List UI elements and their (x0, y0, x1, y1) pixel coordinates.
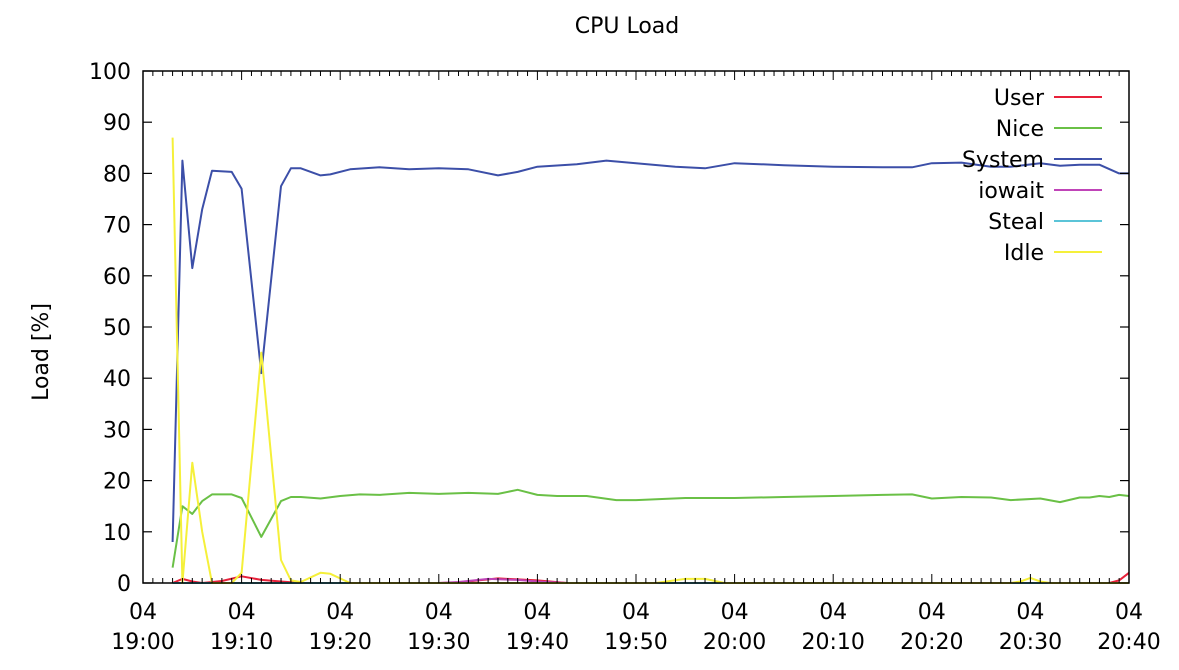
series-line-system (171, 159, 1129, 543)
axis-tick-labels: 0 10 20 30 40 50 60 70 80 90 100 04 19:00 04 19:10 04 19… (89, 60, 1161, 655)
y-tick-label: 20 (103, 470, 131, 495)
legend-label-steal: Steal (988, 210, 1044, 235)
x-tick-label-time: 20:30 (999, 630, 1062, 655)
series-line-idle (171, 137, 1129, 584)
x-tick-label-day: 04 (1016, 600, 1044, 625)
y-tick-label: 0 (117, 572, 131, 597)
legend-label-system: System (962, 148, 1044, 173)
legend-label-nice: Nice (996, 117, 1044, 142)
x-tick-label-day: 04 (1115, 600, 1143, 625)
x-tick-label-day: 04 (425, 600, 453, 625)
y-tick-label: 50 (103, 316, 131, 341)
x-tick-label-time: 19:00 (111, 630, 174, 655)
y-tick-label: 80 (103, 162, 131, 187)
axis-ticks (142, 70, 1130, 584)
x-tick-label-day: 04 (622, 600, 650, 625)
y-tick-label: 100 (89, 60, 131, 85)
series-line-nice (171, 488, 1130, 568)
y-tick-label: 40 (103, 367, 131, 392)
x-tick-label-day: 04 (326, 600, 354, 625)
x-tick-label-day: 04 (523, 600, 551, 625)
x-tick-label-time: 20:10 (801, 630, 864, 655)
x-tick-label-time: 20:20 (900, 630, 963, 655)
legend-label-idle: Idle (1004, 241, 1044, 266)
legend: User Nice System iowait Steal Idle (962, 86, 1102, 266)
y-tick-label: 70 (103, 214, 131, 239)
x-tick-label-day: 04 (819, 600, 847, 625)
x-tick-label-day: 04 (129, 600, 157, 625)
legend-label-user: User (994, 86, 1045, 111)
x-tick-label-time: 19:20 (308, 630, 371, 655)
x-tick-label-day: 04 (721, 600, 749, 625)
y-axis-label: Load [%] (29, 303, 54, 401)
y-tick-label: 10 (103, 521, 131, 546)
x-tick-label-time: 20:00 (703, 630, 766, 655)
chart-title: CPU Load (575, 14, 680, 39)
x-tick-label-time: 20:40 (1097, 630, 1160, 655)
x-tick-label-time: 19:10 (210, 630, 273, 655)
x-tick-label-time: 19:40 (506, 630, 569, 655)
y-tick-label: 60 (103, 265, 131, 290)
x-tick-label-time: 19:30 (407, 630, 470, 655)
x-tick-label-day: 04 (918, 600, 946, 625)
y-tick-label: 30 (103, 418, 131, 443)
x-tick-label-day: 04 (228, 600, 256, 625)
legend-label-iowait: iowait (978, 179, 1044, 204)
plot-lines (171, 137, 1130, 584)
y-tick-label: 90 (103, 111, 131, 136)
x-tick-label-time: 19:50 (604, 630, 667, 655)
